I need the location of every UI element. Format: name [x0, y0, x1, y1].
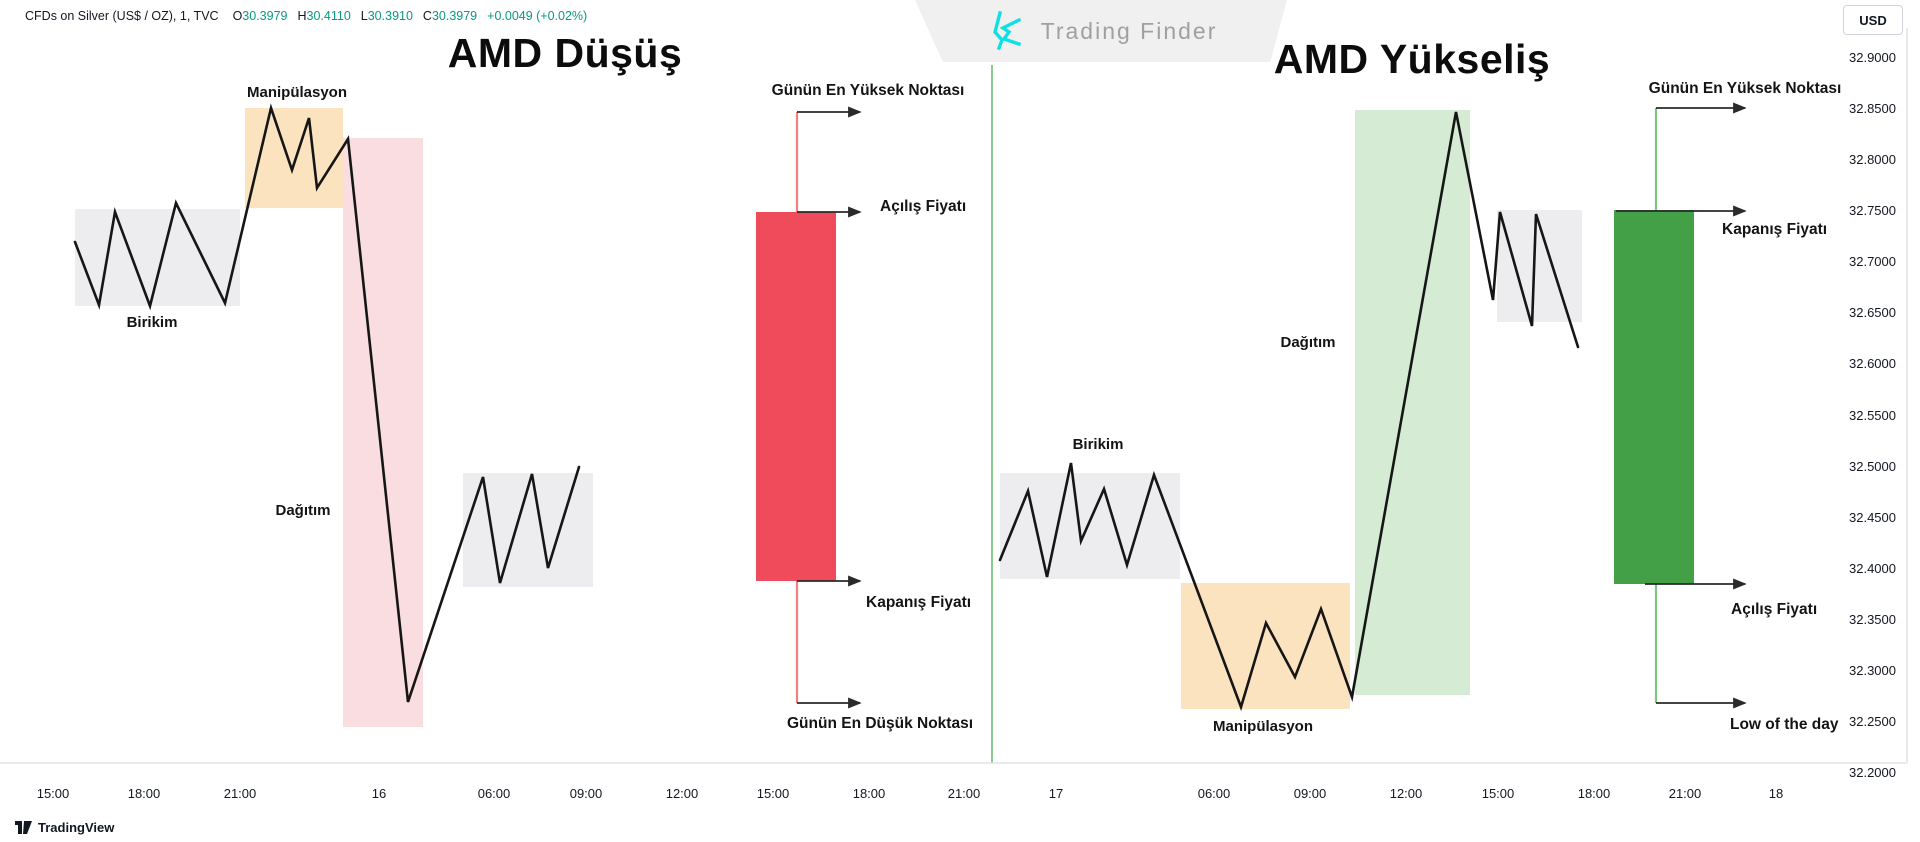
time-tick: 18: [1768, 786, 1784, 801]
trading-finder-icon: [992, 10, 1021, 51]
brand-name: Trading Finder: [1040, 17, 1218, 44]
time-tick: 15:00: [756, 786, 790, 801]
brand-banner: Trading Finder: [915, 0, 1287, 62]
time-tick: 18:00: [127, 786, 161, 801]
price-tick: 32.3000: [1849, 663, 1896, 678]
manipulation-label-bullish: Manipülasyon: [1212, 718, 1314, 735]
time-tick: 06:00: [1197, 786, 1231, 801]
price-tick: 32.4500: [1849, 510, 1896, 525]
currency-button[interactable]: USD: [1843, 5, 1903, 35]
close-annotation-bullish: Kapanış Fiyatı: [1722, 221, 1828, 238]
accumulation-label-bearish: Birikim: [126, 314, 178, 331]
price-tick: 32.5000: [1849, 459, 1896, 474]
accumulation-label-bullish: Birikim: [1072, 436, 1124, 453]
high-annotation-bullish: Günün En Yüksek Noktası: [1648, 80, 1842, 97]
time-tick: 12:00: [665, 786, 699, 801]
time-tick: 15:00: [36, 786, 70, 801]
bearish-candle-body: [756, 212, 836, 581]
symbol-legend[interactable]: CFDs on Silver (US$ / OZ), 1, TVC O30.39…: [25, 9, 587, 23]
low-value: L30.3910: [360, 9, 413, 23]
time-tick: 06:00: [477, 786, 511, 801]
bullish-candle-body: [1614, 210, 1694, 584]
bullish-zigzag: [998, 111, 1580, 712]
price-tick: 32.2500: [1849, 714, 1896, 729]
manipulation-label-bearish: Manipülasyon: [246, 84, 348, 101]
time-tick: 17: [1048, 786, 1064, 801]
price-tick: 32.8500: [1849, 101, 1896, 116]
price-tick: 32.7000: [1849, 254, 1896, 269]
time-tick: 18:00: [852, 786, 886, 801]
time-tick: 15:00: [1481, 786, 1515, 801]
time-tick: 16: [371, 786, 387, 801]
open-value: O30.3979: [232, 9, 288, 23]
bearish-zigzag: [73, 103, 581, 703]
low-annotation-bearish: Günün En Düşük Noktası: [786, 715, 974, 732]
symbol-name: CFDs on Silver (US$ / OZ), 1, TVC: [25, 9, 219, 23]
distribution-label-bearish: Dağıtım: [275, 502, 331, 519]
time-tick: 21:00: [1668, 786, 1702, 801]
price-tick: 32.6000: [1849, 356, 1896, 371]
change-value: +0.0049 (+0.02%): [487, 9, 588, 23]
open-annotation-bullish: Açılış Fiyatı: [1731, 601, 1818, 618]
time-tick: 12:00: [1389, 786, 1423, 801]
open-annotation-bearish: Açılış Fiyatı: [880, 198, 967, 215]
tradingview-text: TradingView: [38, 820, 115, 835]
high-annotation-bearish: Günün En Yüksek Noktası: [771, 82, 965, 99]
price-tick: 32.8000: [1849, 152, 1896, 167]
distribution-label-bullish: Dağıtım: [1280, 334, 1336, 351]
tradingview-icon: [15, 821, 32, 834]
bearish-diagram-title: AMD Düşüş: [447, 30, 683, 76]
time-tick: 21:00: [947, 786, 981, 801]
accumulation-zone-bullish: [1000, 473, 1180, 579]
distribution-zone-bearish: [343, 138, 423, 727]
price-tick: 32.3500: [1849, 612, 1896, 627]
time-tick: 18:00: [1577, 786, 1611, 801]
price-tick: 32.7500: [1849, 203, 1896, 218]
time-tick: 09:00: [1293, 786, 1327, 801]
bullish-diagram-title: AMD Yükseliş: [1273, 36, 1551, 82]
high-value: H30.4110: [297, 9, 351, 23]
price-tick: 32.6500: [1849, 305, 1896, 320]
price-tick: 32.5500: [1849, 408, 1896, 423]
price-tick: 32.2000: [1849, 765, 1896, 780]
price-tick: 32.4000: [1849, 561, 1896, 576]
time-tick: 21:00: [223, 786, 257, 801]
distribution-zone-bullish: [1355, 110, 1470, 695]
accumulation-zone-bearish: [75, 209, 240, 306]
price-tick: 32.9000: [1849, 50, 1896, 65]
low-annotation-bullish: Low of the day: [1730, 716, 1839, 733]
manipulation-zone-bearish: [245, 108, 343, 208]
close-annotation-bearish: Kapanış Fiyatı: [866, 594, 972, 611]
tradingview-logo[interactable]: TradingView: [15, 820, 114, 835]
time-tick: 09:00: [569, 786, 603, 801]
close-value: C30.3979: [422, 9, 478, 23]
manipulation-zone-bullish: [1181, 583, 1350, 709]
